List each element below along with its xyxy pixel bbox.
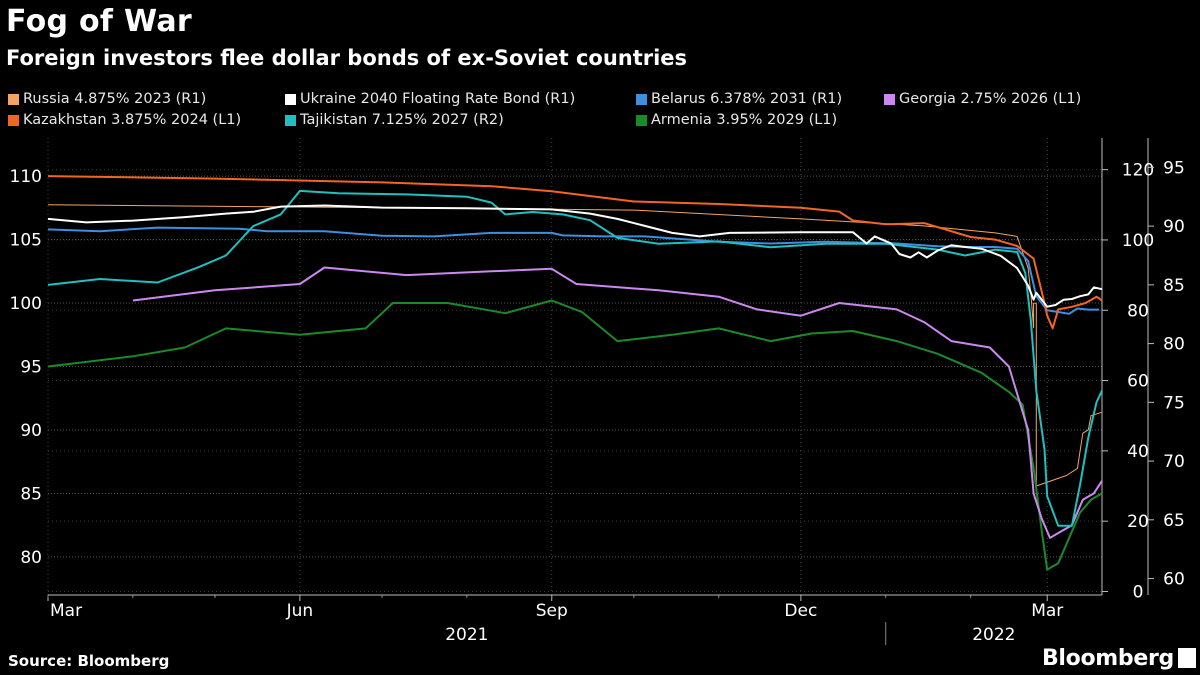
legend-swatch-belarus bbox=[636, 93, 647, 105]
legend-swatch-ukraine bbox=[285, 93, 296, 105]
legend-item-russia: Russia 4.875% 2023 (R1) bbox=[8, 91, 206, 107]
tick-label-r1: 80 bbox=[1127, 301, 1149, 321]
series-line bbox=[132, 266, 1103, 539]
legend-item-armenia: Armenia 3.95% 2029 (L1) bbox=[636, 112, 837, 128]
tick-label-r1: 120 bbox=[1122, 161, 1154, 181]
tick-label-r1: 40 bbox=[1127, 442, 1149, 462]
tick-label-r2: 60 bbox=[1163, 570, 1185, 590]
tick-label-x: Sep bbox=[536, 601, 568, 621]
tick-label-l1: 100 bbox=[10, 294, 42, 314]
brand-logo: Bloomberg bbox=[1041, 646, 1174, 671]
series-line bbox=[47, 226, 1100, 315]
tick-label-r2: 70 bbox=[1163, 452, 1185, 472]
legend-item-kazakhstan: Kazakhstan 3.875% 2024 (L1) bbox=[8, 112, 241, 128]
tick-label-l1: 105 bbox=[10, 231, 42, 251]
tick-label-l1: 95 bbox=[20, 358, 42, 378]
series-line bbox=[47, 204, 1103, 308]
series-line bbox=[47, 204, 1103, 487]
legend-label-armenia: Armenia 3.95% 2029 (L1) bbox=[651, 112, 838, 128]
tick-label-r1: 60 bbox=[1127, 372, 1149, 392]
legend-swatch-georgia bbox=[884, 93, 895, 105]
chart-title: Fog of War bbox=[6, 4, 192, 39]
chart-subtitle: Foreign investors flee dollar bonds of e… bbox=[6, 46, 688, 70]
legend-label-belarus: Belarus 6.378% 2031 (R1) bbox=[651, 91, 843, 107]
tick-label-r2: 80 bbox=[1163, 335, 1185, 355]
gridlines bbox=[47, 138, 1102, 595]
tick-label-r2: 65 bbox=[1163, 511, 1185, 531]
series-line bbox=[47, 189, 1103, 527]
tick-label-r2: 90 bbox=[1163, 217, 1185, 237]
tick-label-r1: 0 bbox=[1133, 582, 1144, 602]
tick-label-l1: 90 bbox=[20, 421, 42, 441]
legend-swatch-kazakhstan bbox=[8, 114, 19, 126]
legend-label-tajikistan: Tajikistan 7.125% 2027 (R2) bbox=[300, 112, 504, 128]
source-note: Source: Bloomberg bbox=[8, 652, 170, 670]
tick-label-l1: 80 bbox=[20, 548, 42, 568]
legend-label-ukraine: Ukraine 2040 Floating Rate Bond (R1) bbox=[300, 91, 576, 107]
legend-swatch-russia bbox=[8, 93, 19, 105]
tick-label-x: Dec bbox=[784, 601, 817, 621]
tick-label-r1: 100 bbox=[1122, 231, 1154, 251]
tick-label-r2: 95 bbox=[1163, 158, 1185, 178]
series-line bbox=[47, 175, 1103, 330]
legend-item-tajikistan: Tajikistan 7.125% 2027 (R2) bbox=[285, 112, 504, 128]
year-label: 2021 bbox=[445, 625, 488, 645]
tick-label-x: Jun bbox=[286, 601, 314, 621]
series-line bbox=[47, 299, 1103, 571]
tick-label-r2: 85 bbox=[1163, 276, 1185, 296]
tick-label-x: Mar bbox=[1031, 601, 1063, 621]
legend-item-belarus: Belarus 6.378% 2031 (R1) bbox=[636, 91, 842, 107]
series-lines bbox=[47, 175, 1103, 571]
legend-item-georgia: Georgia 2.75% 2026 (L1) bbox=[884, 91, 1081, 107]
tick-label-x: Mar bbox=[50, 601, 82, 621]
axes: 80 85 90 95 100 105 110 Mar Jun Sep Dec Mar 2021 2022… bbox=[10, 138, 1185, 645]
legend-swatch-tajikistan bbox=[285, 114, 296, 126]
legend-item-ukraine: Ukraine 2040 Floating Rate Bond (R1) bbox=[285, 91, 575, 107]
year-label: 2022 bbox=[972, 625, 1015, 645]
tick-label-l1: 110 bbox=[10, 167, 42, 187]
tick-label-r1: 20 bbox=[1127, 512, 1149, 532]
brand-mark-icon bbox=[1178, 648, 1196, 668]
legend-label-russia: Russia 4.875% 2023 (R1) bbox=[23, 91, 207, 107]
legend-label-georgia: Georgia 2.75% 2026 (L1) bbox=[899, 91, 1082, 107]
tick-label-l1: 85 bbox=[20, 484, 42, 504]
legend-label-kazakhstan: Kazakhstan 3.875% 2024 (L1) bbox=[23, 112, 242, 128]
tick-label-r2: 75 bbox=[1163, 393, 1185, 413]
legend-swatch-armenia bbox=[636, 114, 647, 126]
